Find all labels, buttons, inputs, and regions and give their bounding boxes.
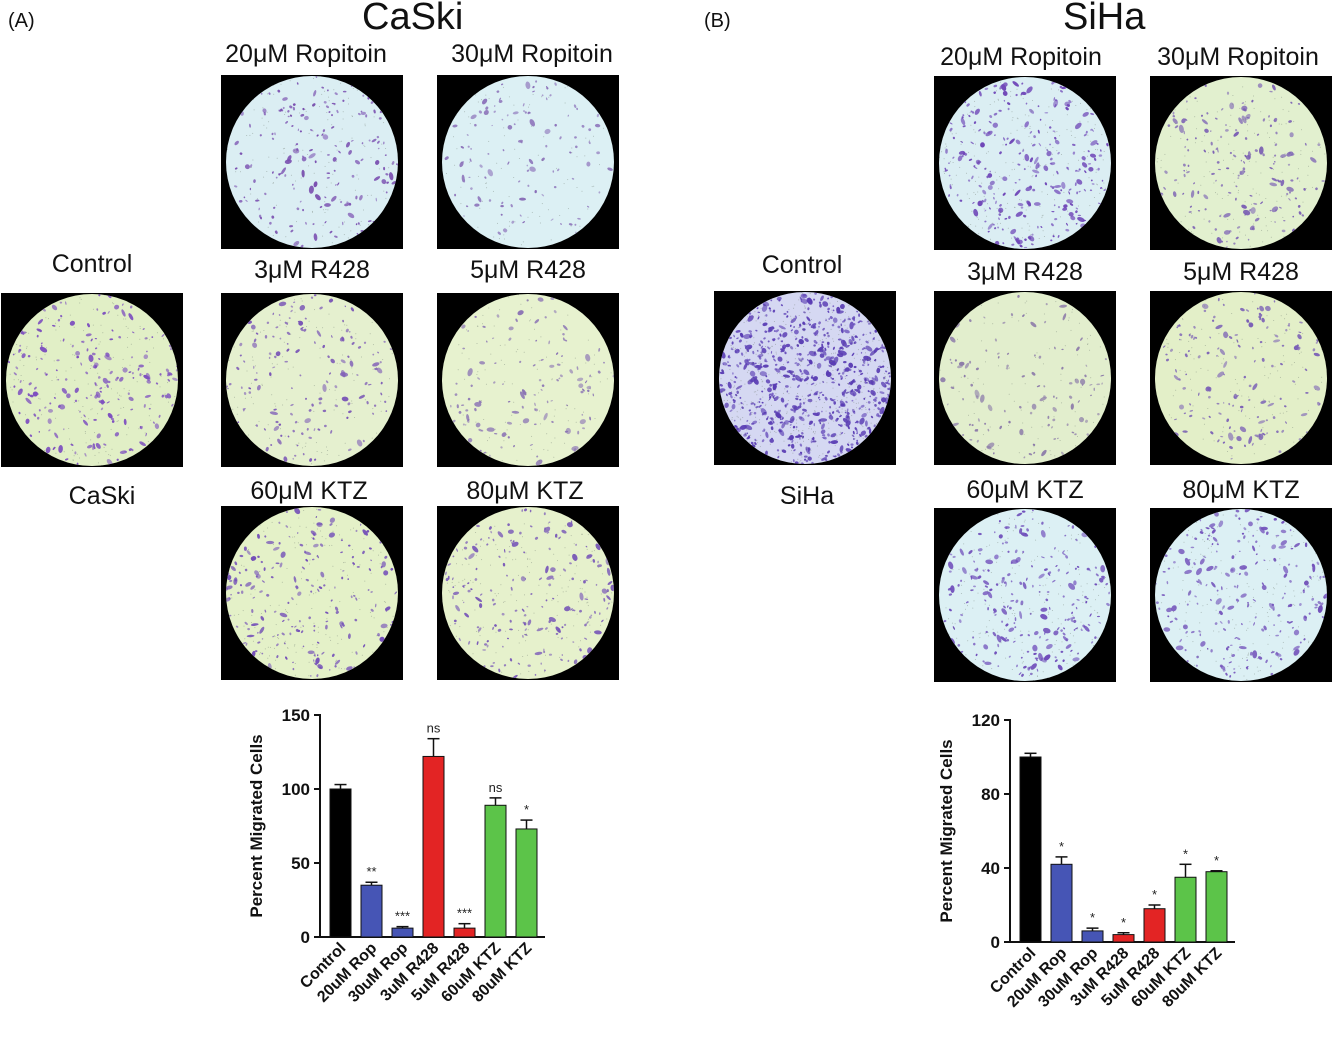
panel-a-tile-label-3: 3μM R428 xyxy=(192,256,432,285)
panel-b-tile-label-6: 80μM KTZ xyxy=(1121,476,1333,505)
panel-b-tile-label-3: 3μM R428 xyxy=(905,258,1145,287)
microscope-field xyxy=(1150,291,1332,465)
panel-b-control-image xyxy=(714,291,896,465)
panel-a-significance-5: *** xyxy=(457,906,472,921)
panel-a-tile-label-4: 5μM R428 xyxy=(408,256,648,285)
panel-a-y-tick-label: 50 xyxy=(291,854,310,873)
panel-b-y-axis-label: Percent Migrated Cells xyxy=(937,739,956,922)
microscope-field xyxy=(221,506,403,680)
panel-a-y-tick-label: 0 xyxy=(301,928,310,947)
panel-a-bar-4 xyxy=(423,756,444,937)
microscope-field xyxy=(221,293,403,467)
panel-b-tile-label-2: 30μM Ropitoin xyxy=(1118,43,1333,72)
field-circle xyxy=(6,294,178,466)
panel-a-tile-label-1: 20μM Ropitoin xyxy=(186,40,426,69)
panel-a-bar-6 xyxy=(485,805,506,937)
panel-b-tile-label-1: 20μM Ropitoin xyxy=(901,43,1141,72)
microscope-field xyxy=(934,291,1116,465)
panel-b-significance-6: * xyxy=(1183,846,1188,861)
panel-a-tile-image-1 xyxy=(221,75,403,249)
panel-b-control-sublabel: SiHa xyxy=(687,482,927,511)
microscope-field xyxy=(934,508,1116,682)
panel-a-tile-image-5 xyxy=(221,506,403,680)
panel-b-significance-4: * xyxy=(1121,915,1126,930)
panel-a-control-label: Control xyxy=(0,250,212,279)
field-circle xyxy=(442,294,614,466)
panel-b-tile-label-5: 60μM KTZ xyxy=(905,476,1145,505)
panel-a-y-tick-label: 150 xyxy=(282,706,310,725)
panel-a-y-axis-label: Percent Migrated Cells xyxy=(247,734,266,917)
panel-b-tile-image-6 xyxy=(1150,508,1332,682)
panel-b-tile-image-5 xyxy=(934,508,1116,682)
microscope-field xyxy=(1150,76,1332,250)
microscope-field xyxy=(221,75,403,249)
panel-a-bar-2 xyxy=(361,885,382,937)
panel-a-significance-7: * xyxy=(524,802,529,817)
panel-a-bar-3 xyxy=(392,928,413,937)
panel-b-bar-7 xyxy=(1206,872,1227,942)
panel-b-tile-image-3 xyxy=(934,291,1116,465)
panel-a-tile-label-2: 30μM Ropitoin xyxy=(412,40,652,69)
panel-b-bar-4 xyxy=(1113,935,1134,942)
microscope-field xyxy=(437,506,619,680)
microscope-field xyxy=(934,76,1116,250)
panel-b-chart-svg: Percent Migrated Cells04080120Control*20… xyxy=(920,705,1250,1045)
microscope-field xyxy=(1,293,183,467)
panel-b-significance-2: * xyxy=(1059,839,1064,854)
panel-a-tile-image-4 xyxy=(437,293,619,467)
panel-b-tile-image-4 xyxy=(1150,291,1332,465)
panel-a-bar-5 xyxy=(454,928,475,937)
microscope-field xyxy=(1150,508,1332,682)
microscope-field xyxy=(437,293,619,467)
panel-b-bar-3 xyxy=(1082,931,1103,942)
panel-b-tile-image-2 xyxy=(1150,76,1332,250)
field-circle xyxy=(1155,509,1327,681)
field-circle xyxy=(939,292,1111,464)
panel-a-significance-3: *** xyxy=(395,909,410,924)
panel-b-y-tick-label: 120 xyxy=(972,711,1000,730)
panel-b-y-tick-label: 40 xyxy=(981,859,1000,878)
panel-a-significance-6: ns xyxy=(489,780,503,795)
panel-a-bar-1 xyxy=(330,789,351,937)
panel-a-title: CaSki xyxy=(362,0,463,39)
panel-a-control-image xyxy=(1,293,183,467)
panel-a-significance-2: ** xyxy=(366,864,376,879)
panel-a-tile-label-6: 80μM KTZ xyxy=(405,477,645,506)
panel-b-tile-label-4: 5μM R428 xyxy=(1121,258,1333,287)
panel-b-control-label: Control xyxy=(682,251,922,280)
panel-a-tag: (A) xyxy=(8,10,35,33)
panel-b-y-tick-label: 0 xyxy=(991,933,1000,952)
panel-b-bar-2 xyxy=(1051,864,1072,942)
panel-b-significance-3: * xyxy=(1090,910,1095,925)
panel-a-significance-4: ns xyxy=(427,721,441,736)
panel-b-significance-5: * xyxy=(1152,887,1157,902)
panel-b-bar-5 xyxy=(1144,909,1165,942)
panel-a-tile-image-2 xyxy=(437,75,619,249)
panel-a-chart-svg: Percent Migrated Cells050100150Control**… xyxy=(230,700,560,1040)
panel-a-tile-label-5: 60μM KTZ xyxy=(189,477,429,506)
panel-b-title: SiHa xyxy=(1063,0,1145,39)
microscope-field xyxy=(437,75,619,249)
panel-a-bar-7 xyxy=(516,829,537,937)
panel-b-tile-image-1 xyxy=(934,76,1116,250)
panel-b-bar-1 xyxy=(1020,757,1041,942)
panel-b-y-tick-label: 80 xyxy=(981,785,1000,804)
panel-b-significance-7: * xyxy=(1214,853,1219,868)
panel-a-tile-image-6 xyxy=(437,506,619,680)
panel-b-bar-6 xyxy=(1175,877,1196,942)
panel-a-y-tick-label: 100 xyxy=(282,780,310,799)
panel-b-tag: (B) xyxy=(704,10,731,33)
field-circle xyxy=(1155,77,1327,249)
field-circle xyxy=(226,294,398,466)
microscope-field xyxy=(714,291,896,465)
panel-a-tile-image-3 xyxy=(221,293,403,467)
